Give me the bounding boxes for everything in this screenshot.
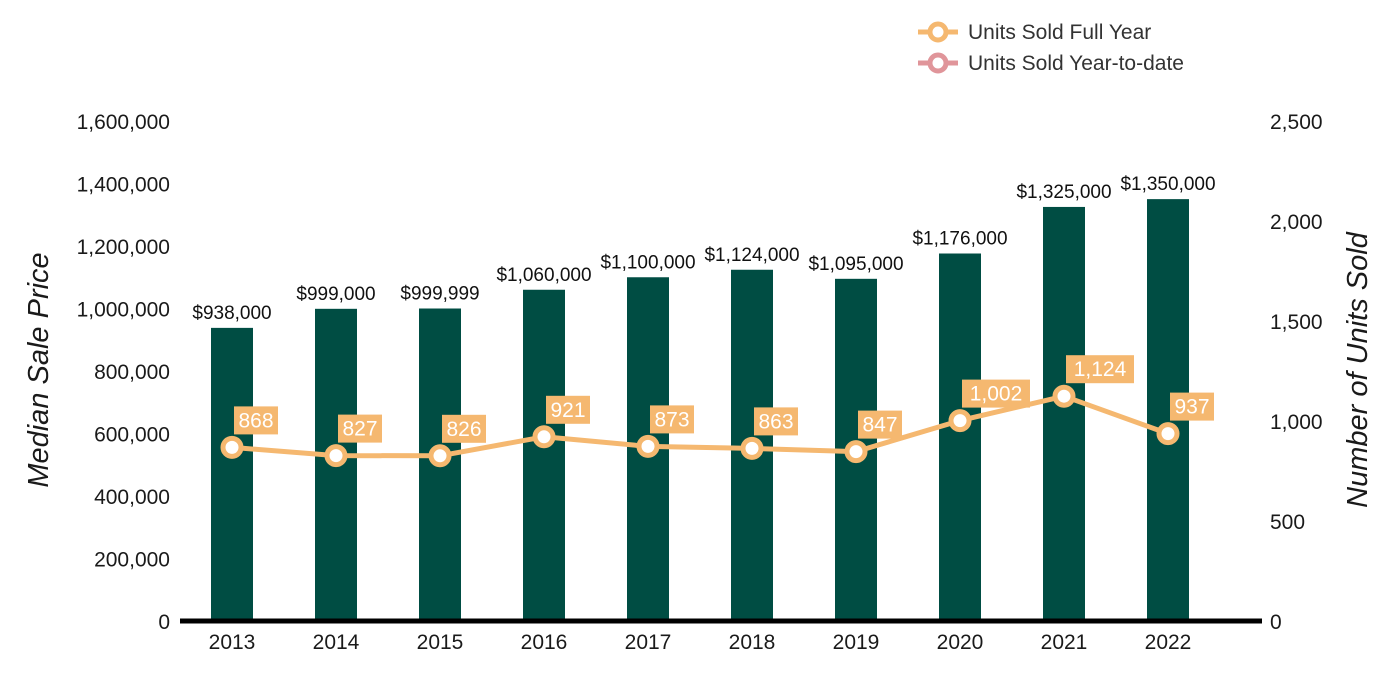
right-tick-label: 1,500 (1270, 311, 1323, 334)
bar-value-label: $1,325,000 (1016, 182, 1111, 203)
legend-marker (927, 52, 949, 74)
line-point (324, 444, 348, 468)
line-value-label: 827 (342, 418, 377, 441)
line-value-label: 873 (654, 408, 689, 431)
left-tick-label: 1,600,000 (77, 111, 170, 134)
left-tick-label: 1,200,000 (77, 236, 170, 259)
x-tick-label: 2022 (1145, 631, 1192, 654)
units-sold-line (231, 393, 1169, 459)
y-axis-title: Median Sale Price (23, 252, 55, 487)
bar-value-label: $1,124,000 (704, 245, 799, 266)
left-tick-label: 800,000 (94, 361, 170, 384)
right-tick-label: 1,000 (1270, 411, 1323, 434)
line-value-label: 847 (862, 414, 897, 437)
x-axis-ticks: 2013 2014 2015 2016 2017 2018 2019 2020 2021 2022 (209, 631, 1192, 654)
left-tick-label: 0 (158, 611, 170, 634)
legend-marker (927, 21, 949, 43)
bar-value-label: $1,100,000 (600, 252, 695, 273)
x-tick-label: 2013 (209, 631, 256, 654)
x-tick-label: 2014 (313, 631, 360, 654)
x-tick-label: 2020 (937, 631, 984, 654)
bar (211, 327, 253, 621)
bar-value-label: $999,000 (296, 284, 375, 305)
bar-series (211, 199, 1189, 621)
line-label-box (962, 379, 1030, 408)
line-value-label: 1,124 (1074, 358, 1127, 381)
left-tick-label: 1,000,000 (77, 299, 170, 322)
line-series: 868 827 826 921 873 863 847 1,002 1,124 937 (220, 355, 1214, 468)
bar-value-label: $1,095,000 (808, 254, 903, 275)
legend-entry-label: Units Sold Year-to-date (968, 52, 1184, 75)
line-value-label: 1,002 (970, 383, 1023, 406)
left-tick-label: 600,000 (94, 424, 170, 447)
line-point (844, 440, 868, 464)
bar (939, 253, 981, 621)
line-label-box (1066, 355, 1134, 384)
line-point (1052, 384, 1076, 408)
line-point (636, 434, 660, 458)
legend-entry-label: Units Sold Full Year (968, 21, 1151, 44)
line-value-label: 868 (238, 409, 273, 432)
right-tick-label: 0 (1270, 611, 1282, 634)
line-value-label: 937 (1174, 396, 1209, 419)
line-label-box (650, 405, 694, 434)
x-tick-label: 2019 (833, 631, 880, 654)
x-tick-label: 2015 (417, 631, 464, 654)
bar-value-label: $938,000 (192, 303, 271, 324)
x-tick-label: 2018 (729, 631, 776, 654)
line-label-box (546, 395, 590, 424)
line-label-box (754, 407, 798, 436)
line-label-box (338, 414, 382, 443)
x-tick-label: 2016 (521, 631, 568, 654)
line-value-label: 863 (758, 410, 793, 433)
line-point (740, 436, 764, 460)
bar (1043, 206, 1085, 621)
y2-axis-title: Number of Units Sold (1342, 231, 1374, 507)
line-value-label: 921 (550, 399, 585, 422)
bar-value-label: $1,176,000 (912, 229, 1007, 250)
line-label-box (858, 410, 902, 439)
left-axis-ticks: 1,600,000 1,400,000 1,200,000 1,000,000 800,… (77, 111, 170, 634)
left-tick-label: 200,000 (94, 549, 170, 572)
left-tick-label: 1,400,000 (77, 174, 170, 197)
line-point (428, 444, 452, 468)
bar-value-label: $999,999 (400, 284, 479, 305)
line-point (948, 409, 972, 433)
bar-value-label: $1,350,000 (1120, 174, 1215, 195)
line-label-box (442, 414, 486, 443)
bar-labels: $938,000 $999,000 $999,999 $1,060,000 $1,100… (192, 174, 1215, 324)
right-axis-ticks: 2,500 2,000 1,500 1,000 500 0 (1270, 111, 1323, 634)
line-label-box (1170, 392, 1214, 421)
line-label-box (234, 406, 278, 435)
line-point (1156, 422, 1180, 446)
line-point (220, 435, 244, 459)
right-tick-label: 500 (1270, 511, 1305, 534)
x-tick-label: 2021 (1041, 631, 1088, 654)
right-tick-label: 2,500 (1270, 111, 1323, 134)
left-tick-label: 400,000 (94, 486, 170, 509)
bar-value-label: $1,060,000 (496, 265, 591, 286)
right-tick-label: 2,000 (1270, 211, 1323, 234)
legend: Units Sold Full Year Units Sold Year-to-d… (918, 21, 1184, 75)
line-value-label: 826 (446, 418, 481, 441)
x-tick-label: 2017 (625, 631, 672, 654)
line-point (532, 425, 556, 449)
bar (523, 289, 565, 621)
